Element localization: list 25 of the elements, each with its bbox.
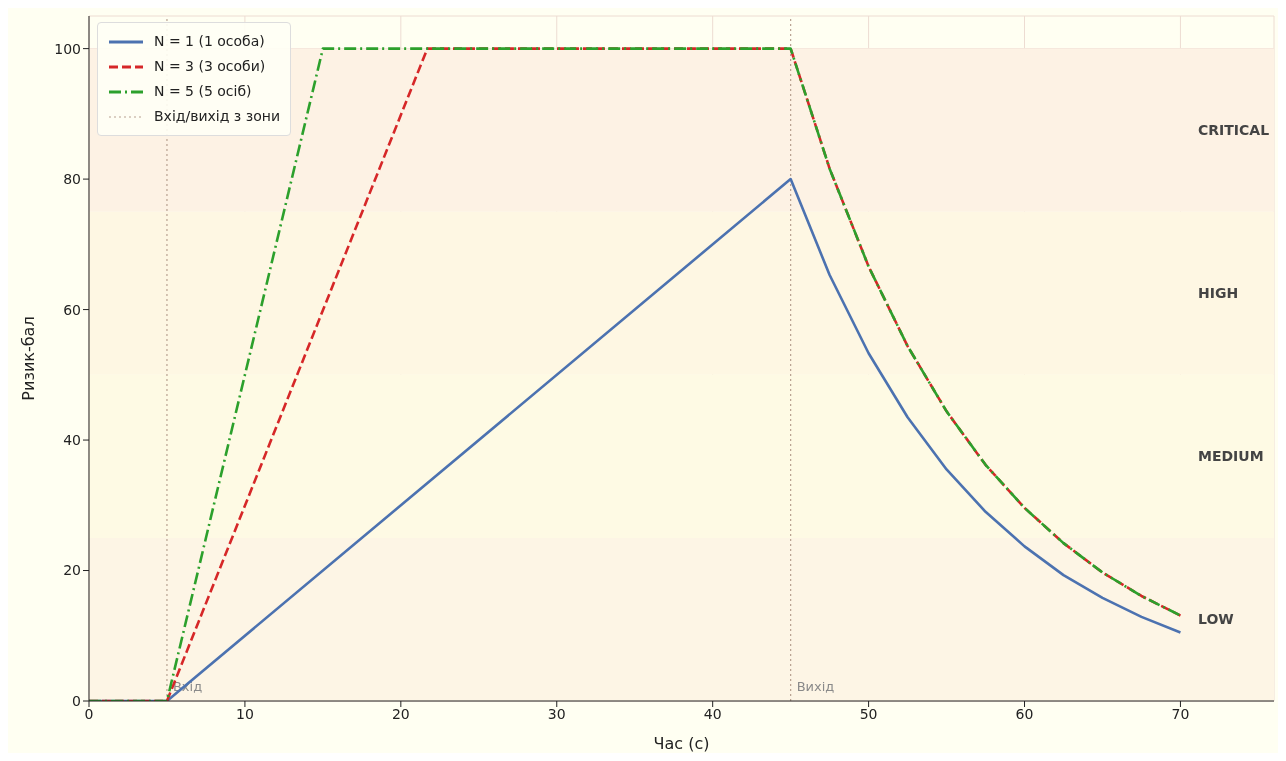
x-tick-label: 60 xyxy=(1015,705,1034,722)
y-tick-label: 0 xyxy=(72,692,81,709)
annotation: Вхід/вихід з зони xyxy=(154,107,280,126)
y-tick-label: 80 xyxy=(63,171,81,188)
x-tick-label: 50 xyxy=(859,705,878,722)
y-axis-title: Ризик-бал xyxy=(18,316,38,401)
ref-line-label: Вихід xyxy=(796,679,835,694)
y-tick-label: 60 xyxy=(63,301,81,318)
y-tick-label: 40 xyxy=(63,432,81,449)
band-label: HIGH xyxy=(1198,285,1239,302)
band-label: CRITICAL xyxy=(1198,122,1270,139)
x-axis-title: Час (с) xyxy=(653,734,710,753)
x-tick-label: 70 xyxy=(1171,705,1190,722)
legend-label: N = 5 (5 осіб) xyxy=(154,82,252,101)
x-tick-label: 0 xyxy=(84,705,94,722)
legend-label: N = 1 (1 особа) xyxy=(154,32,265,51)
x-tick-label: 30 xyxy=(547,705,566,722)
band-label: LOW xyxy=(1198,611,1234,628)
x-tick-label: 40 xyxy=(703,705,722,722)
band-label: MEDIUM xyxy=(1198,448,1264,465)
y-tick-label: 20 xyxy=(63,562,81,579)
x-tick-label: 20 xyxy=(391,705,410,722)
x-tick-label: 10 xyxy=(236,705,254,722)
legend-label: N = 3 (3 особи) xyxy=(154,57,266,76)
y-tick-label: 100 xyxy=(54,40,81,57)
